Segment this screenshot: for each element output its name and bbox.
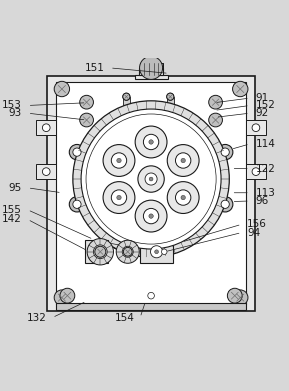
Circle shape — [167, 145, 199, 176]
Circle shape — [145, 173, 157, 185]
Bar — [139, 68, 163, 75]
Circle shape — [233, 81, 248, 97]
Circle shape — [252, 124, 260, 131]
Bar — [36, 164, 56, 179]
Circle shape — [135, 126, 167, 158]
Circle shape — [155, 250, 158, 254]
Circle shape — [116, 240, 139, 263]
Text: 132: 132 — [27, 313, 47, 323]
Bar — [56, 303, 246, 310]
Bar — [56, 82, 246, 304]
Text: 92: 92 — [255, 108, 268, 118]
Circle shape — [167, 93, 174, 100]
Text: 96: 96 — [255, 196, 268, 206]
Text: 155: 155 — [2, 205, 22, 215]
Bar — [123, 97, 130, 112]
Circle shape — [143, 134, 159, 150]
Circle shape — [111, 153, 127, 168]
Circle shape — [117, 158, 121, 163]
Circle shape — [140, 56, 163, 79]
Text: 142: 142 — [2, 214, 22, 224]
Text: 95: 95 — [9, 183, 22, 193]
Circle shape — [252, 168, 260, 176]
Text: 113: 113 — [255, 188, 275, 198]
Bar — [140, 241, 173, 263]
Circle shape — [151, 246, 163, 258]
Circle shape — [149, 177, 153, 181]
Bar — [167, 97, 174, 112]
Circle shape — [162, 249, 167, 255]
Text: 153: 153 — [2, 100, 22, 111]
Circle shape — [143, 208, 159, 224]
Circle shape — [227, 288, 242, 303]
Circle shape — [80, 113, 93, 127]
Text: 154: 154 — [115, 313, 135, 323]
Circle shape — [175, 153, 191, 168]
Circle shape — [80, 95, 93, 109]
Circle shape — [148, 292, 154, 299]
Circle shape — [60, 288, 75, 303]
Text: 152: 152 — [255, 100, 275, 111]
Circle shape — [73, 200, 81, 208]
Text: 94: 94 — [247, 228, 260, 238]
Circle shape — [86, 114, 216, 244]
Circle shape — [123, 248, 132, 256]
Circle shape — [122, 246, 133, 257]
Bar — [140, 63, 163, 68]
Circle shape — [209, 113, 223, 127]
Circle shape — [103, 145, 135, 176]
Circle shape — [149, 214, 153, 218]
Circle shape — [69, 144, 85, 160]
Circle shape — [73, 101, 229, 257]
Circle shape — [54, 81, 70, 97]
Circle shape — [117, 196, 121, 200]
Circle shape — [69, 197, 85, 212]
Bar — [36, 120, 56, 135]
Circle shape — [181, 158, 185, 163]
Bar — [85, 240, 108, 263]
Text: 114: 114 — [255, 139, 275, 149]
Circle shape — [181, 196, 185, 200]
Circle shape — [81, 109, 221, 249]
Circle shape — [95, 246, 106, 257]
Circle shape — [42, 124, 50, 131]
Circle shape — [54, 290, 70, 305]
Circle shape — [103, 182, 135, 213]
Text: 156: 156 — [247, 219, 267, 229]
Circle shape — [221, 148, 229, 156]
Circle shape — [111, 190, 127, 205]
Text: 91: 91 — [255, 93, 268, 103]
Circle shape — [167, 182, 199, 213]
Bar — [135, 75, 168, 79]
Circle shape — [218, 197, 233, 212]
Circle shape — [93, 245, 107, 258]
Text: 122: 122 — [255, 163, 275, 174]
Bar — [47, 76, 255, 311]
Circle shape — [218, 144, 233, 160]
Circle shape — [138, 166, 164, 192]
Circle shape — [167, 93, 174, 100]
Circle shape — [233, 290, 248, 305]
Circle shape — [135, 200, 167, 232]
Circle shape — [221, 200, 229, 208]
Bar — [246, 120, 266, 135]
Circle shape — [87, 239, 114, 265]
Circle shape — [123, 93, 130, 100]
Circle shape — [175, 190, 191, 205]
Circle shape — [123, 93, 130, 100]
Text: 151: 151 — [85, 63, 104, 73]
Bar — [246, 164, 266, 179]
Text: 93: 93 — [9, 108, 22, 118]
Circle shape — [209, 95, 223, 109]
Circle shape — [73, 148, 81, 156]
Circle shape — [42, 168, 50, 176]
Circle shape — [149, 140, 153, 144]
